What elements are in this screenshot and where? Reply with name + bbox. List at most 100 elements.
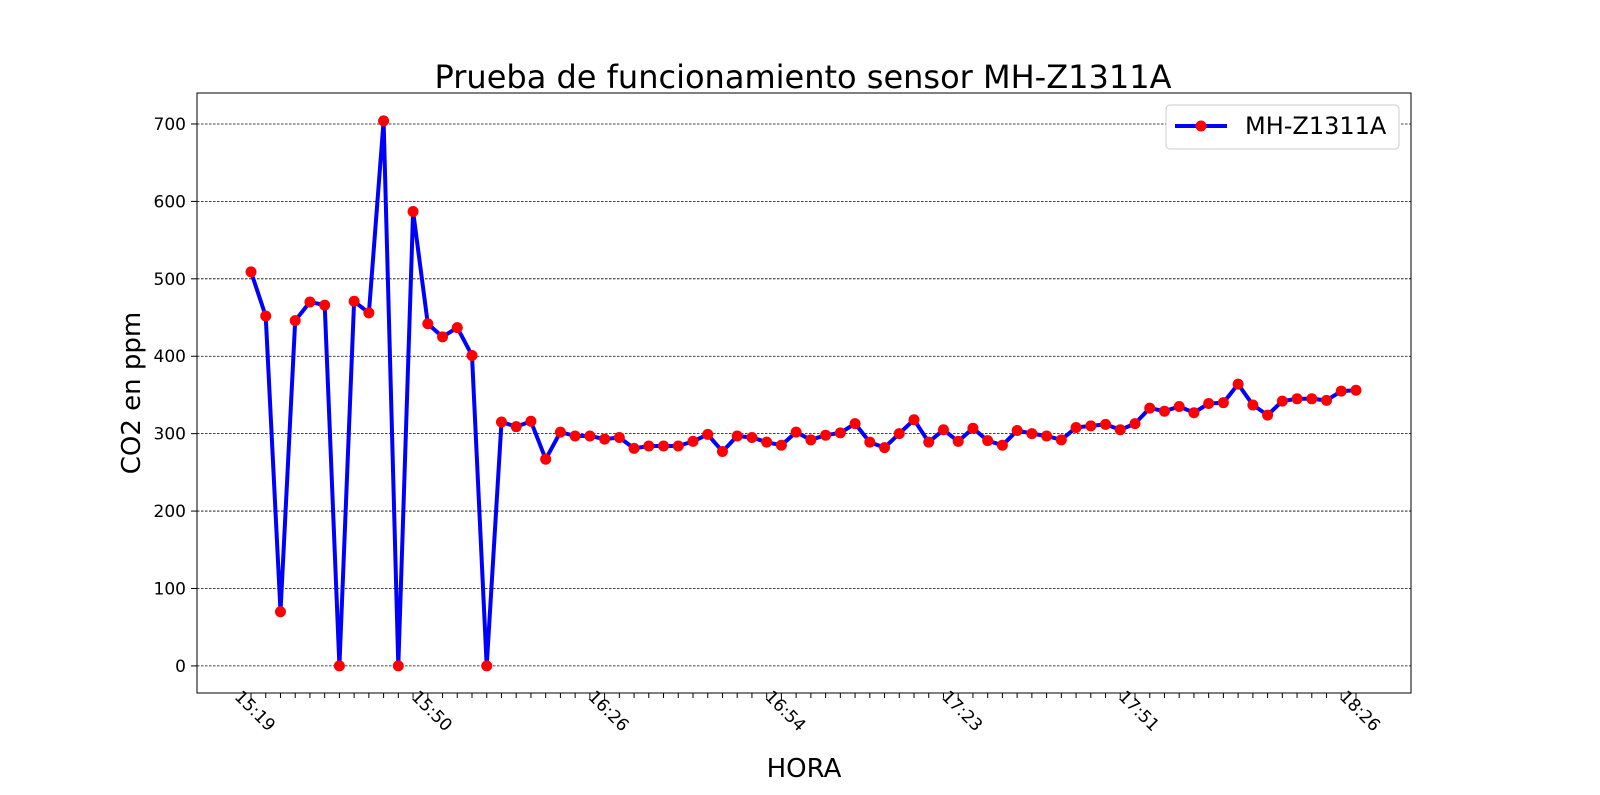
data-point-14 [451, 322, 463, 334]
data-point-25 [613, 432, 625, 444]
data-point-48 [952, 435, 964, 447]
y-tick-label-5: 500 [154, 270, 186, 290]
data-point-32 [716, 445, 728, 457]
data-point-72 [1306, 393, 1318, 405]
data-point-64 [1188, 407, 1200, 419]
data-point-67 [1232, 378, 1244, 390]
data-point-13 [437, 331, 449, 343]
data-point-75 [1350, 384, 1362, 396]
data-point-33 [731, 430, 743, 442]
plot-frame [196, 92, 1412, 694]
data-point-46 [923, 436, 935, 448]
data-point-36 [775, 439, 787, 451]
data-point-11 [407, 205, 419, 217]
data-point-5 [319, 299, 331, 311]
data-point-71 [1291, 393, 1303, 405]
data-point-41 [849, 418, 861, 430]
data-point-39 [820, 429, 832, 441]
data-point-20 [540, 453, 552, 465]
data-point-8 [363, 307, 375, 319]
data-point-44 [893, 428, 905, 440]
data-point-29 [672, 440, 684, 452]
data-point-35 [761, 436, 773, 448]
data-point-61 [1144, 402, 1156, 414]
data-point-52 [1011, 425, 1023, 437]
data-point-15 [466, 349, 478, 361]
data-point-7 [348, 295, 360, 307]
x-tick-label-3: 16:54 [761, 687, 810, 736]
y-axis-label: CO2 en ppm [117, 312, 147, 475]
data-point-18 [510, 421, 522, 433]
data-point-58 [1100, 418, 1112, 430]
data-point-34 [746, 432, 758, 444]
y-tick-label-4: 400 [154, 347, 186, 367]
data-point-54 [1041, 430, 1053, 442]
data-point-26 [628, 442, 640, 454]
data-point-49 [967, 422, 979, 434]
data-point-22 [569, 430, 581, 442]
data-series [245, 115, 1362, 672]
data-point-66 [1217, 397, 1229, 409]
data-point-74 [1335, 385, 1347, 397]
x-axis-label: HORA [767, 754, 842, 784]
x-tick-label-0: 15:19 [230, 687, 279, 736]
data-point-1 [260, 310, 272, 322]
data-point-19 [525, 415, 537, 427]
data-point-6 [333, 660, 345, 672]
data-point-53 [1026, 428, 1038, 440]
y-tick-label-0: 0 [175, 657, 186, 677]
y-tick-label-6: 600 [154, 192, 186, 212]
data-point-55 [1055, 434, 1067, 446]
data-point-62 [1158, 405, 1170, 417]
data-point-24 [599, 433, 611, 445]
data-point-47 [937, 424, 949, 436]
data-point-31 [702, 428, 714, 440]
data-point-70 [1276, 395, 1288, 407]
data-point-51 [996, 439, 1008, 451]
x-tick-label-6: 18:26 [1335, 687, 1384, 736]
data-point-42 [864, 436, 876, 448]
data-point-4 [304, 296, 316, 308]
data-point-21 [554, 426, 566, 438]
data-point-23 [584, 430, 596, 442]
y-tick-label-1: 100 [154, 579, 186, 599]
data-point-37 [790, 426, 802, 438]
data-point-3 [289, 315, 301, 327]
y-tick-label-3: 300 [154, 425, 186, 445]
data-point-40 [834, 427, 846, 439]
data-point-17 [495, 416, 507, 428]
data-point-73 [1321, 394, 1333, 406]
data-point-43 [879, 442, 891, 454]
y-axis: 0 100 200 300 400 500 600 700 [154, 115, 197, 677]
x-tick-label-2: 16:26 [584, 687, 633, 736]
x-tick-label-1: 15:50 [407, 687, 456, 736]
data-point-57 [1085, 420, 1097, 432]
y-tick-label-2: 200 [154, 502, 186, 522]
legend-box [1165, 104, 1400, 150]
data-point-65 [1203, 397, 1215, 409]
data-point-63 [1173, 401, 1185, 413]
series-line [249, 118, 1357, 668]
data-point-10 [392, 660, 404, 672]
x-tick-label-4: 17:23 [937, 687, 986, 736]
y-tick-label-7: 700 [154, 115, 186, 135]
legend-label: MH-Z1311A [1245, 112, 1387, 140]
data-point-16 [481, 660, 493, 672]
data-point-45 [908, 414, 920, 426]
data-point-50 [982, 435, 994, 447]
x-tick-label-5: 17:51 [1114, 687, 1163, 736]
chart-title: Prueba de funcionamiento sensor MH-Z1311… [435, 58, 1172, 96]
data-point-0 [245, 266, 257, 278]
legend: MH-Z1311A [1165, 104, 1400, 150]
data-point-27 [643, 440, 655, 452]
data-point-28 [658, 440, 670, 452]
data-point-2 [274, 606, 286, 618]
data-point-59 [1114, 424, 1126, 436]
data-point-69 [1262, 409, 1274, 421]
data-point-38 [805, 434, 817, 446]
legend-marker-swatch [1195, 120, 1207, 132]
x-axis: 15:19 15:50 16:26 16:54 17:23 17:51 18:26 [230, 687, 1384, 736]
data-point-9 [378, 115, 390, 127]
data-point-60 [1129, 418, 1141, 430]
